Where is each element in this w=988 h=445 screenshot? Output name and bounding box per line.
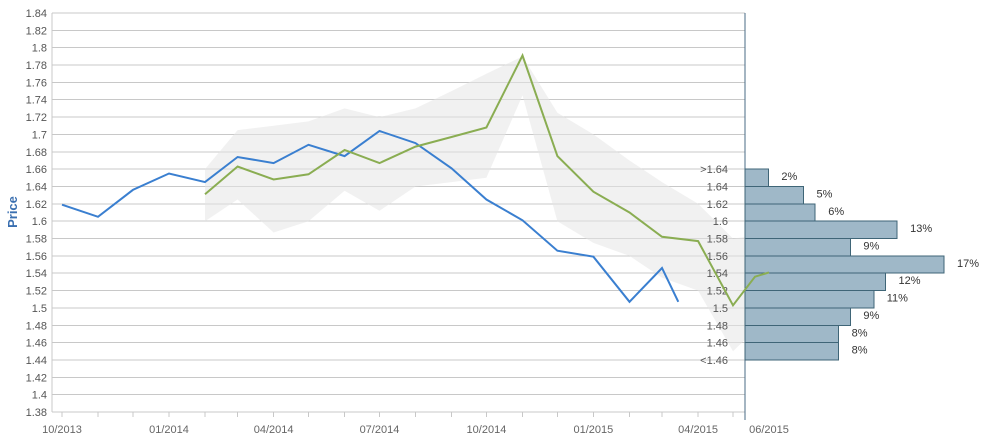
histogram-bar (744, 324, 840, 344)
y-tick-label: 1.6 (32, 216, 47, 228)
histogram-value-label: 11% (887, 293, 908, 305)
histogram-bin-label: 1.5 (713, 303, 728, 315)
histogram-bin-label: 1.48 (707, 320, 728, 332)
x-tick-label: 07/2014 (360, 424, 400, 436)
histogram-value-label: 9% (863, 310, 879, 322)
histogram-value-label: 12% (898, 275, 920, 287)
y-tick-label: 1.4 (32, 390, 47, 402)
histogram-value-label: 9% (863, 241, 879, 253)
x-tick-label: 04/2015 (678, 424, 718, 436)
y-tick-label: 1.82 (26, 25, 47, 37)
x-tick-label: 04/2014 (254, 424, 294, 436)
y-tick-label: 1.38 (26, 407, 47, 419)
histogram-bin-label: <1.46 (700, 355, 728, 367)
histogram-bin-label: 1.62 (707, 199, 728, 211)
histogram-bar (744, 185, 805, 205)
y-tick-label: 1.44 (26, 355, 47, 367)
x-tick-label: 01/2015 (574, 424, 614, 436)
y-tick-label: 1.58 (26, 234, 47, 246)
y-tick-label: 1.78 (26, 60, 47, 72)
y-tick-label: 1.68 (26, 147, 47, 159)
x-tick-label: 10/2013 (42, 424, 82, 436)
y-tick-label: 1.52 (26, 286, 47, 298)
histogram-bin-label: 1.64 (707, 181, 728, 193)
y-tick-label: 1.7 (32, 129, 47, 141)
histogram: >1.64 2% 1.64 5% 1.62 6% 1.6 13% 1.58 9% 1.56 17% 1.… (700, 164, 979, 367)
y-tick-label: 1.42 (26, 372, 47, 384)
histogram-bin-label: 1.54 (707, 268, 728, 280)
actual-price-line (61, 129, 680, 304)
histogram-bar (744, 203, 816, 222)
histogram-value-label: 6% (828, 206, 844, 218)
histogram-bar (744, 307, 851, 326)
histogram-bin-label: 1.46 (707, 338, 728, 350)
y-tick-label: 1.5 (32, 303, 47, 315)
histogram-bin-label: 1.56 (707, 251, 728, 263)
histogram-value-label: 8% (852, 345, 868, 357)
histogram-bin-label: 1.58 (707, 234, 728, 246)
x-tick-label: 01/2014 (149, 424, 189, 436)
y-axis-title: Price (5, 196, 20, 228)
y-tick-label: 1.74 (26, 95, 47, 107)
histogram-bar (744, 272, 886, 292)
histogram-value-label: 5% (817, 188, 833, 200)
y-tick-label: 1.62 (26, 199, 47, 211)
histogram-bar (744, 342, 840, 361)
histogram-bar (744, 238, 851, 257)
x-tick-labels: 10/2013 01/2014 04/2014 07/2014 10/2014 01/20… (42, 424, 789, 436)
histogram-value-label: 17% (957, 258, 979, 270)
confidence-band (205, 56, 769, 352)
y-tick-label: 1.46 (26, 338, 47, 350)
x-tick-label: 06/2015 (749, 424, 789, 436)
y-tick-label: 1.56 (26, 251, 47, 263)
histogram-value-label: 8% (852, 327, 868, 339)
series-lines (61, 52, 770, 308)
y-tick-label: 1.64 (26, 181, 47, 193)
y-tick-label: 1.84 (26, 8, 47, 20)
y-tick-label: 1.76 (26, 77, 47, 89)
histogram-bin-label: 1.6 (713, 216, 728, 228)
x-tick-label: 10/2014 (467, 424, 507, 436)
y-tick-label: 1.66 (26, 164, 47, 176)
histogram-bar (744, 220, 898, 240)
y-tick-labels: 1.84 1.82 1.8 1.78 1.76 1.74 1.72 1.7 1.68 1.66 1.… (26, 8, 47, 419)
histogram-bin-label: 1.52 (707, 286, 728, 298)
histogram-bar (744, 255, 945, 274)
histogram-value-label: 13% (910, 223, 932, 235)
y-tick-label: 1.8 (32, 43, 47, 55)
forecast-price-line (204, 52, 770, 308)
histogram-value-label: 2% (781, 171, 797, 183)
forecast-band (205, 56, 769, 352)
y-tick-label: 1.48 (26, 320, 47, 332)
y-tick-label: 1.72 (26, 112, 47, 124)
histogram-bin-label: >1.64 (700, 164, 728, 176)
histogram-bar (744, 290, 875, 309)
histogram-bar (744, 168, 769, 187)
y-tick-label: 1.54 (26, 268, 47, 280)
